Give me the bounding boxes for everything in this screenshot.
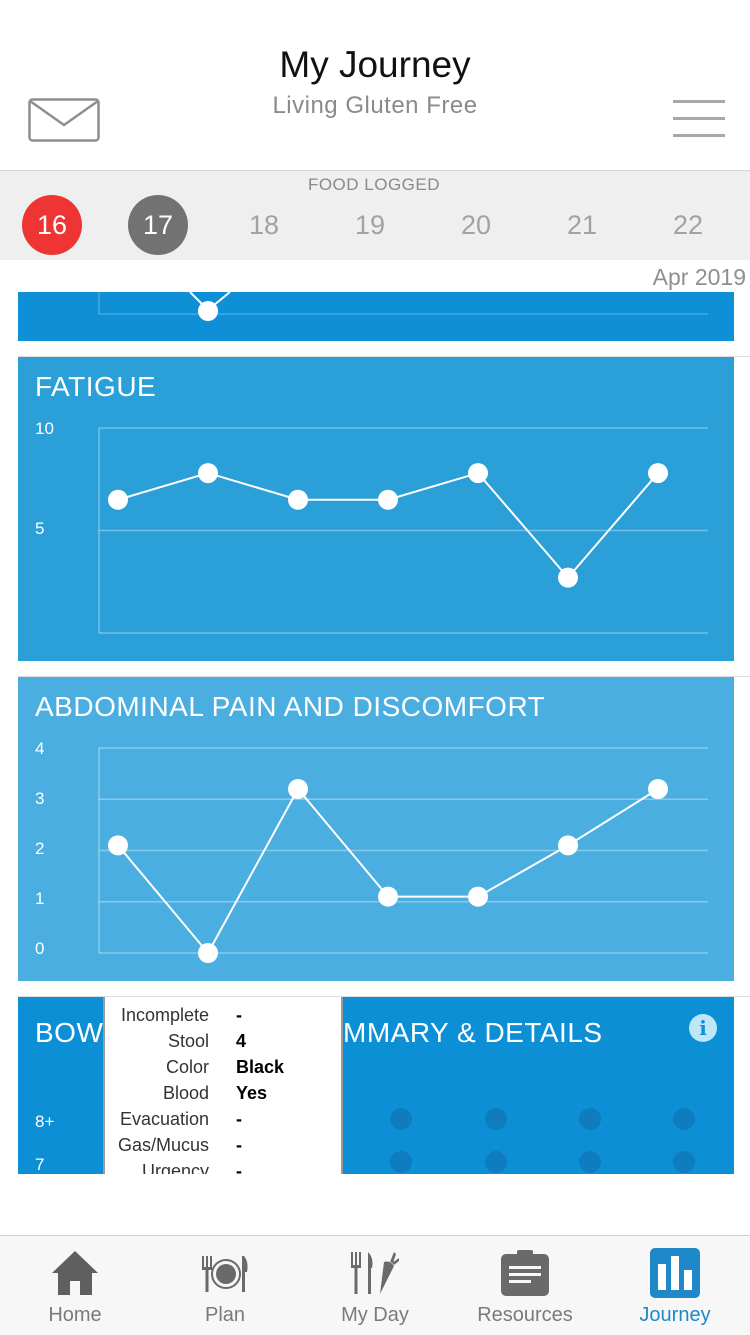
data-point[interactable] xyxy=(378,489,398,510)
plate-cutlery-icon xyxy=(202,1256,248,1292)
series-line xyxy=(117,787,659,955)
tab-label: Home xyxy=(48,1304,102,1326)
grid xyxy=(98,747,708,954)
data-point[interactable] xyxy=(198,463,218,484)
divider xyxy=(18,996,750,997)
bar-chart-icon xyxy=(650,1248,700,1298)
day-22[interactable]: 22 xyxy=(672,210,704,240)
tab-label: My Day xyxy=(341,1304,409,1326)
popup-row: Urgency - xyxy=(105,1161,341,1174)
bowel-title-right: MMARY & DETAILS xyxy=(343,1017,603,1048)
bowel-details-popup: Incomplete - Stool 4 Color Black Blood Y… xyxy=(103,997,343,1174)
popup-value: Yes xyxy=(236,1083,268,1103)
page-subtitle: Living Gluten Free xyxy=(272,92,478,119)
popup-row: Gas/Mucus - xyxy=(105,1135,341,1161)
previous-chart-fragment xyxy=(98,292,708,321)
y-tick-label: 4 xyxy=(35,739,45,758)
y-tick-label: 7 xyxy=(35,1155,45,1174)
data-point[interactable] xyxy=(198,943,218,963)
divider xyxy=(18,356,750,357)
popup-row: Blood Yes xyxy=(105,1083,341,1109)
popup-value: - xyxy=(236,1109,242,1129)
hamburger-menu-icon[interactable] xyxy=(673,100,725,143)
tab-plan[interactable]: Plan xyxy=(150,1236,300,1335)
data-point[interactable] xyxy=(468,463,488,484)
y-tick-label: 0 xyxy=(35,939,45,958)
day-18[interactable]: 18 xyxy=(248,210,280,240)
abdominal-pain-title: ABDOMINAL PAIN AND DISCOMFORT xyxy=(35,691,546,722)
y-tick-label: 2 xyxy=(35,839,45,858)
day-16[interactable]: 16 xyxy=(22,195,82,255)
bowel-dot-grid xyxy=(390,1108,695,1173)
grid xyxy=(98,427,708,634)
data-point[interactable] xyxy=(558,567,578,588)
fatigue-title: FATIGUE xyxy=(35,371,157,402)
tab-label: Plan xyxy=(204,1304,246,1326)
y-tick-label: 5 xyxy=(35,519,45,538)
food-logged-label: FOOD LOGGED xyxy=(307,175,441,194)
tab-journey[interactable]: Journey xyxy=(600,1236,750,1335)
popup-value: Black xyxy=(236,1057,285,1077)
page-title: My Journey xyxy=(279,44,471,85)
tab-my-day[interactable]: My Day xyxy=(300,1236,450,1335)
abdominal-pain-chart-panel: ABDOMINAL PAIN AND DISCOMFORT 4 3 2 1 0 xyxy=(18,677,734,981)
bowel-title-left: BOW xyxy=(35,1017,104,1048)
popup-value: - xyxy=(236,1005,242,1025)
popup-row: Evacuation - xyxy=(105,1109,341,1135)
popup-row: Stool 4 xyxy=(105,1031,341,1057)
data-point[interactable] xyxy=(288,489,308,510)
popup-value: - xyxy=(236,1161,242,1174)
data-point[interactable] xyxy=(108,835,128,856)
header: My Journey Living Gluten Free xyxy=(0,0,750,171)
data-point[interactable] xyxy=(558,835,578,856)
tab-label: Journey xyxy=(639,1304,711,1326)
divider xyxy=(18,676,750,677)
fatigue-line-chart xyxy=(98,427,708,634)
month-label: Apr 2019 xyxy=(652,264,746,290)
popup-label: Color xyxy=(165,1057,209,1077)
tab-home[interactable]: Home xyxy=(0,1236,150,1335)
popup-label: Gas/Mucus xyxy=(117,1135,209,1155)
tab-bar: Home Plan My Day Resources xyxy=(0,1235,750,1335)
popup-value: - xyxy=(236,1135,242,1155)
data-point[interactable] xyxy=(648,463,668,484)
y-tick-label: 1 xyxy=(35,889,45,908)
day-19[interactable]: 19 xyxy=(354,210,386,240)
popup-row: Color Black xyxy=(105,1057,341,1083)
data-point[interactable] xyxy=(288,779,308,799)
data-point[interactable] xyxy=(648,779,668,799)
date-strip: FOOD LOGGED 16 17 18 19 20 21 22 xyxy=(0,171,750,260)
fatigue-chart-panel: FATIGUE 10 5 xyxy=(18,357,734,661)
y-tick-label: 10 xyxy=(35,419,54,438)
data-point[interactable] xyxy=(378,886,398,907)
y-tick-label: 8+ xyxy=(35,1112,55,1131)
info-icon[interactable]: i xyxy=(689,1014,717,1042)
home-icon xyxy=(52,1251,98,1295)
day-17[interactable]: 17 xyxy=(128,195,188,255)
popup-label: Stool xyxy=(167,1031,209,1051)
envelope-icon[interactable] xyxy=(28,98,100,147)
popup-label: Evacuation xyxy=(119,1109,209,1129)
series-line xyxy=(117,471,659,580)
clipboard-icon xyxy=(501,1250,549,1296)
previous-chart-panel xyxy=(18,292,734,341)
popup-value: 4 xyxy=(236,1031,247,1051)
popup-label: Incomplete xyxy=(120,1005,209,1025)
popup-row: Incomplete - xyxy=(105,1005,341,1031)
tab-resources[interactable]: Resources xyxy=(450,1236,600,1335)
popup-label: Blood xyxy=(162,1083,209,1103)
y-tick-label: 3 xyxy=(35,789,45,808)
day-20[interactable]: 20 xyxy=(460,210,492,240)
tab-label: Resources xyxy=(477,1304,573,1326)
data-point[interactable] xyxy=(468,886,488,907)
abdominal-pain-line-chart xyxy=(98,747,708,963)
utensils-carrot-icon xyxy=(351,1252,399,1294)
day-21[interactable]: 21 xyxy=(566,210,598,240)
data-point[interactable] xyxy=(108,489,128,510)
popup-label: Urgency xyxy=(141,1161,209,1174)
